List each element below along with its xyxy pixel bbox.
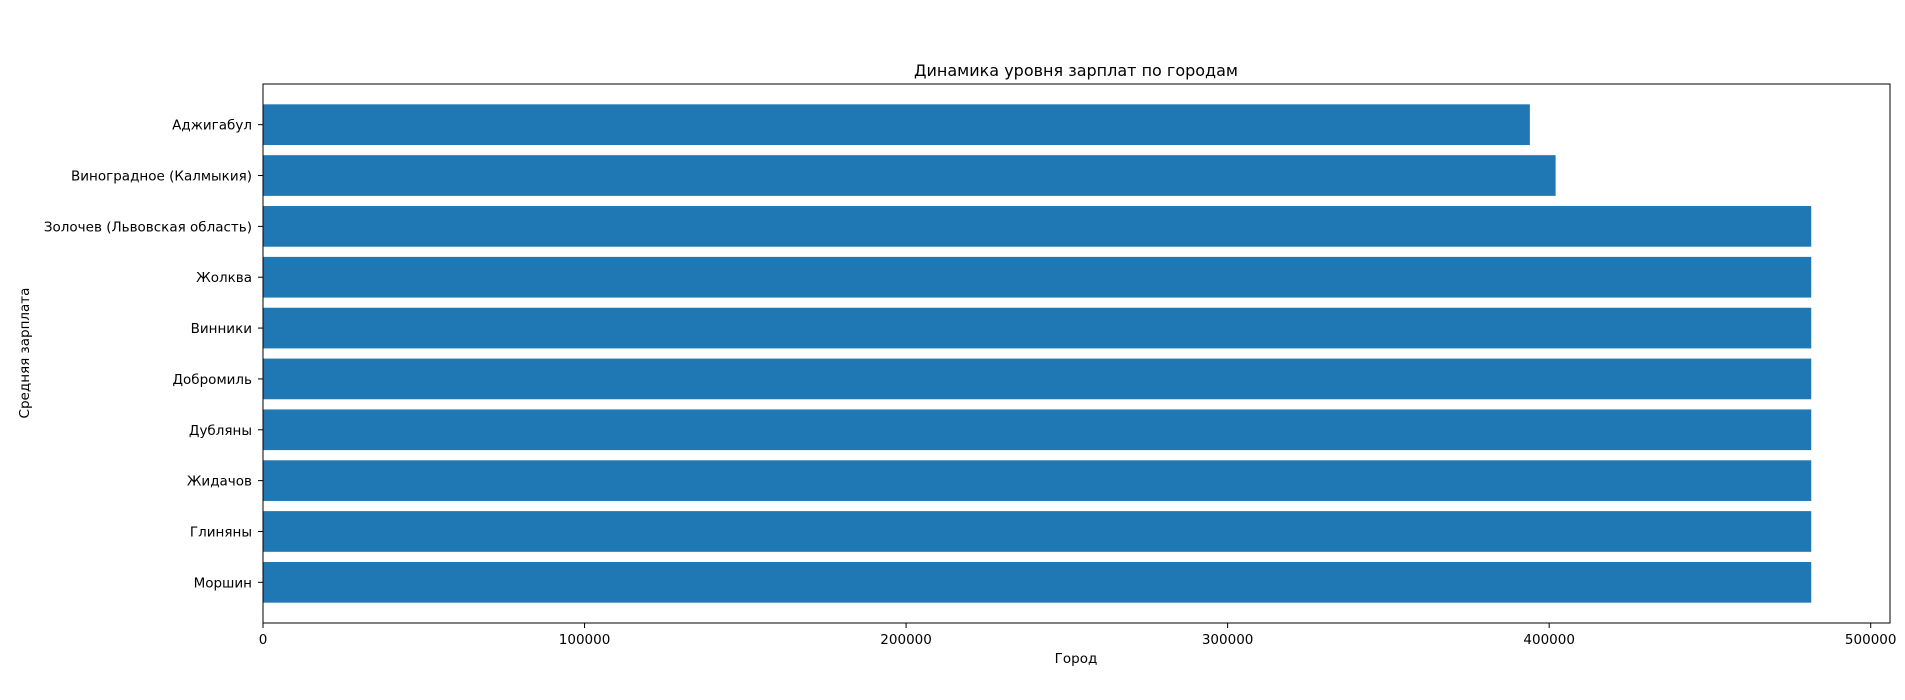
x-tick-label: 0 (259, 632, 268, 648)
y-tick-label: Жолква (196, 270, 252, 286)
plot-frame (262, 83, 1891, 624)
x-axis-ticks: 0 100000 200000 300000 400000 500000 (259, 623, 1897, 648)
bar (263, 561, 1812, 603)
bar (263, 307, 1812, 349)
y-tick-label: Добромиль (172, 372, 252, 388)
bar (263, 256, 1812, 298)
bar (263, 155, 1556, 196)
bar (263, 206, 1812, 247)
y-tick-label: Дубляны (189, 423, 252, 439)
y-tick-label: Аджигабул (172, 118, 252, 134)
bar (263, 358, 1812, 400)
x-tick-label: 200000 (880, 632, 932, 648)
y-tick-label: Моршин (194, 575, 252, 591)
y-axis-ticks: Аджигабул Виноградное (Калмыкия) Золочев (… (44, 118, 263, 591)
x-tick-label: 500000 (1845, 632, 1897, 648)
y-tick-label: Жидачов (187, 474, 252, 490)
y-tick-label: Глиняны (190, 524, 252, 540)
bar (263, 460, 1812, 501)
x-tick-label: 300000 (1202, 632, 1254, 648)
x-axis-label: Город (1055, 651, 1098, 667)
y-axis-label: Средняя зарплата (17, 288, 33, 419)
y-tick-label: Виноградное (Калмыкия) (71, 169, 252, 185)
x-tick-label: 100000 (559, 632, 611, 648)
bar (263, 511, 1812, 552)
chart-title: Динамика уровня зарплат по городам (914, 61, 1238, 80)
x-tick-label: 400000 (1523, 632, 1575, 648)
y-tick-label: Золочев (Львовская область) (44, 219, 252, 235)
bar (263, 104, 1530, 146)
bars-group (263, 104, 1812, 603)
y-tick-label: Винники (191, 321, 252, 337)
bar (263, 409, 1812, 451)
